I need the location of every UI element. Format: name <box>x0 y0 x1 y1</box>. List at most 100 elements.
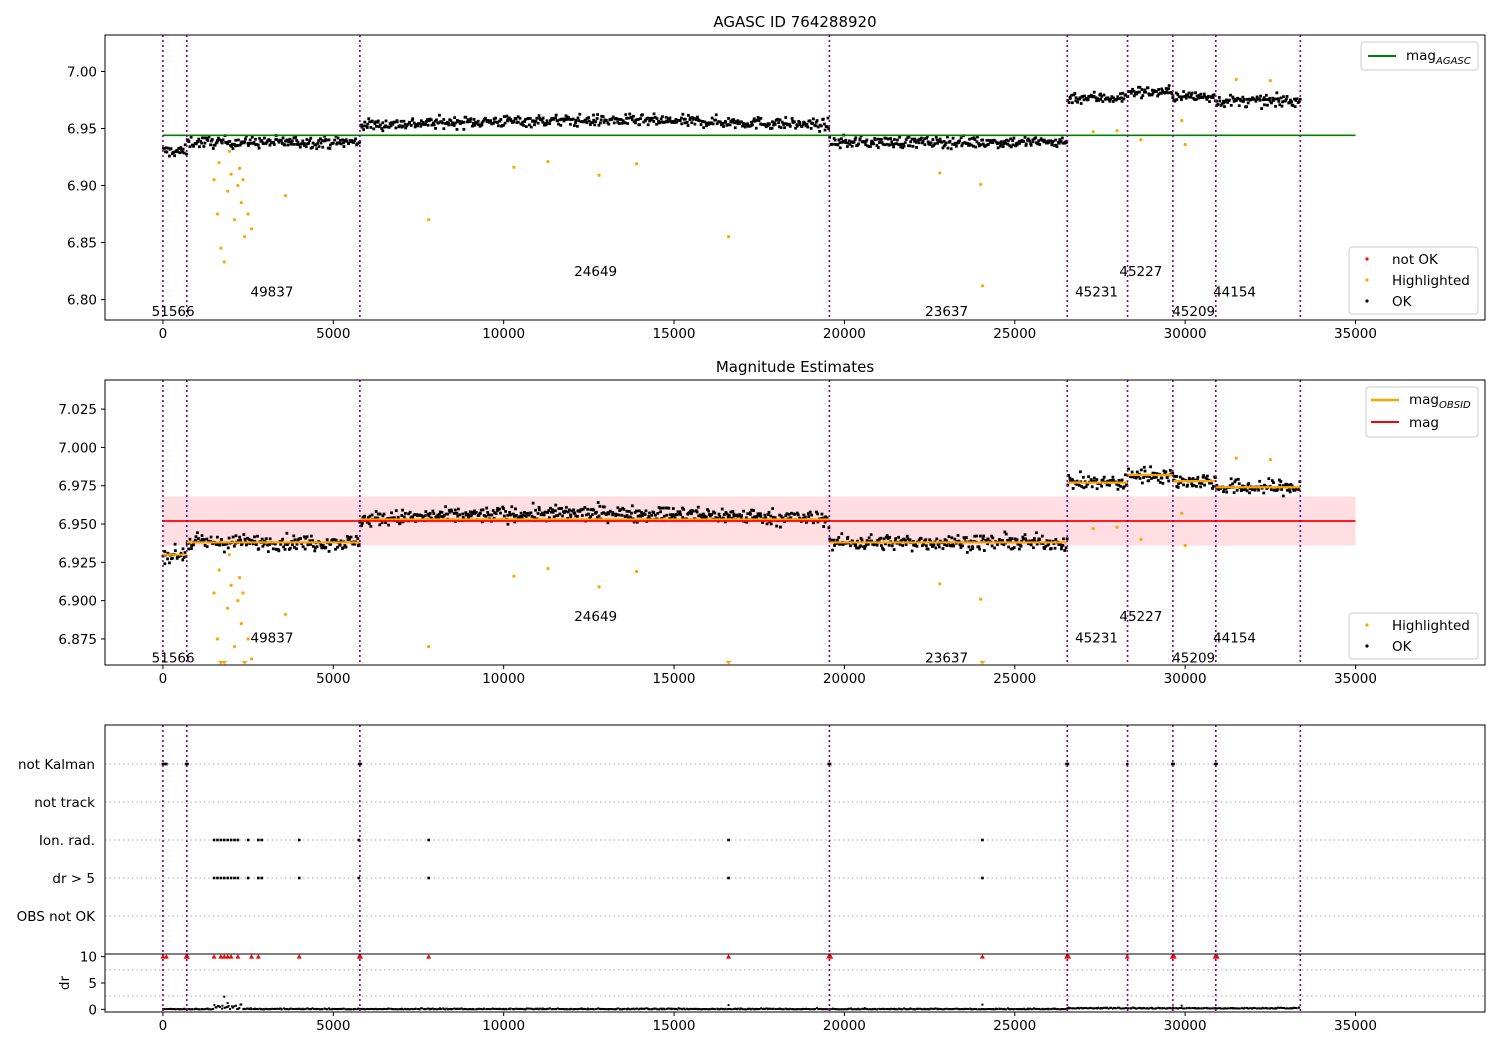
ok-point <box>570 509 574 513</box>
dr-point <box>304 1008 307 1011</box>
ok-point <box>518 515 521 519</box>
dr-point <box>819 1007 822 1010</box>
ok-point <box>1138 85 1142 89</box>
ok-point <box>982 534 986 538</box>
ok-point <box>748 512 752 516</box>
flag-point <box>297 838 301 842</box>
ok-point <box>977 545 981 549</box>
ok-point <box>189 135 193 139</box>
flag-point <box>828 762 832 766</box>
ok-point <box>745 520 749 524</box>
ok-point <box>572 508 576 512</box>
dr-point <box>218 1006 221 1009</box>
ok-point <box>1130 470 1134 474</box>
ok-point <box>1055 145 1059 149</box>
ok-point <box>183 143 187 147</box>
ok-point <box>1195 478 1199 482</box>
ok-point <box>573 511 577 515</box>
ok-point <box>736 119 740 123</box>
ok-point <box>756 512 760 516</box>
ok-point <box>349 535 353 539</box>
highlighted-point <box>229 172 233 176</box>
ok-point <box>1095 478 1099 482</box>
ok-point <box>268 139 272 143</box>
ok-point <box>1232 99 1236 103</box>
ok-point <box>682 507 686 511</box>
ok-point <box>688 116 692 120</box>
ok-point <box>462 120 466 124</box>
ok-point <box>942 139 946 143</box>
dr-point <box>396 1008 399 1011</box>
ok-point <box>878 141 881 144</box>
ok-point <box>514 117 518 121</box>
ok-point <box>506 119 509 123</box>
dr-point <box>226 1002 229 1005</box>
ok-point <box>1140 88 1144 91</box>
ok-point <box>242 533 246 536</box>
ok-point <box>1267 477 1271 481</box>
ok-point <box>295 547 298 551</box>
dr-point <box>255 1007 258 1010</box>
dr-point <box>1086 1007 1089 1010</box>
ok-point <box>318 137 322 141</box>
dr-point <box>1005 1008 1008 1011</box>
ok-point <box>408 510 412 514</box>
ok-point <box>202 538 206 542</box>
dr-point <box>265 1008 268 1011</box>
ok-point <box>285 531 289 535</box>
ok-point <box>1241 100 1245 103</box>
ok-point <box>946 135 949 139</box>
ok-point <box>1286 483 1290 487</box>
ok-point <box>1117 483 1121 487</box>
ok-point <box>469 514 473 518</box>
ok-point <box>442 513 446 517</box>
ok-point <box>1271 96 1275 100</box>
ok-point <box>431 509 435 513</box>
dr-point <box>826 1008 829 1011</box>
dr-point <box>982 1008 985 1011</box>
ok-point <box>1201 96 1205 99</box>
ok-point <box>1006 142 1010 146</box>
dr-point <box>565 1007 568 1010</box>
dr-point <box>627 1007 630 1010</box>
ok-point <box>1150 93 1154 97</box>
dr-point <box>464 1008 467 1011</box>
ok-point <box>1220 102 1224 106</box>
dr-point <box>471 1007 474 1010</box>
ok-point <box>1086 98 1090 101</box>
ok-point <box>364 124 368 128</box>
dr-point <box>603 1008 606 1011</box>
ok-point <box>932 543 936 547</box>
ok-point <box>675 513 679 517</box>
dr-point <box>744 1008 747 1011</box>
ok-point <box>438 510 442 514</box>
dr-clipped-marker <box>1214 954 1220 959</box>
ok-point <box>864 143 868 147</box>
ok-point <box>430 123 434 127</box>
ok-point <box>625 116 629 120</box>
ok-point <box>1129 90 1133 93</box>
ok-point <box>544 121 547 125</box>
ok-point <box>382 512 386 516</box>
ok-point <box>288 546 292 550</box>
ok-point <box>295 542 299 546</box>
ok-point <box>639 514 643 518</box>
dr-point <box>677 1007 680 1010</box>
ok-point <box>506 522 510 526</box>
estimates-ytick-label: 7.025 <box>58 402 97 418</box>
ok-point <box>1057 141 1061 145</box>
ok-point <box>663 120 667 124</box>
ok-point <box>1205 478 1209 481</box>
ok-point <box>662 514 666 518</box>
dr-point <box>256 1008 259 1011</box>
dr-point <box>815 1007 818 1010</box>
ok-point <box>960 144 964 148</box>
ok-point <box>440 515 443 518</box>
ok-point <box>1208 100 1211 104</box>
dr-point <box>780 1008 783 1011</box>
ok-point <box>245 543 248 547</box>
estimates-panel-frame <box>104 379 1486 666</box>
flag-point <box>827 762 831 766</box>
ok-point <box>1219 104 1223 107</box>
dr-point <box>1050 1008 1053 1011</box>
